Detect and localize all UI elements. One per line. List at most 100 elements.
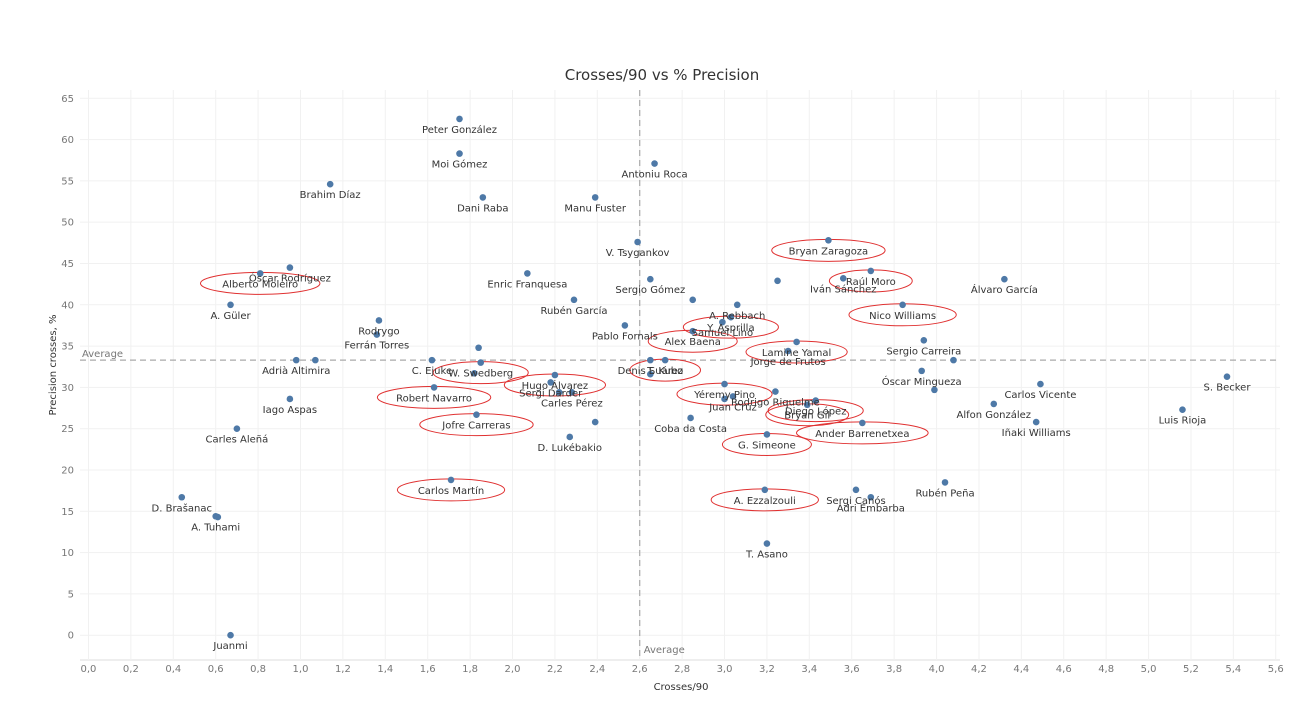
data-point (689, 327, 697, 335)
point-label: Iago Aspas (263, 405, 317, 416)
point-label: Robert Navarro (396, 393, 472, 404)
point-label: A. Güler (210, 311, 251, 322)
data-point (286, 395, 294, 403)
x-tick-label: 1,6 (420, 664, 436, 675)
x-tick-label: 3,6 (844, 664, 860, 675)
data-point (566, 433, 574, 441)
data-point (689, 296, 697, 304)
point-label: D. Brašanac (152, 502, 212, 514)
point-label: Pablo Fornals (592, 331, 658, 342)
point-label: Manu Fuster (564, 203, 626, 214)
data-point (825, 237, 832, 244)
x-tick-label: 4,8 (1098, 664, 1114, 675)
point-label: Alex Baena (665, 337, 721, 348)
y-tick-label: 60 (61, 135, 74, 146)
data-point (1037, 380, 1044, 388)
point-label: G. Simeone (738, 440, 796, 451)
x-tick-label: 0,4 (165, 664, 181, 675)
axis-ticks: 0,0 0,2 0,4 0,6 0,8 1,0 1,2 1,4 1,6 1,8 2,0 2,2 2,4 2… (61, 94, 1283, 675)
point-label: T. Kubo (646, 366, 683, 377)
x-tick-label: 2,2 (547, 664, 563, 675)
point-label: Raúl Moro (846, 276, 896, 288)
data-point (859, 419, 866, 427)
data-point (721, 395, 728, 403)
data-point (447, 476, 455, 484)
data-point (941, 479, 949, 486)
y-tick-label: 40 (61, 300, 74, 311)
data-point (1032, 418, 1040, 426)
data-point (721, 380, 728, 388)
point-label: Rodrygo (358, 326, 399, 337)
point-label: Carlos Martín (418, 485, 484, 497)
data-point (477, 359, 485, 366)
point-label: Jorge de Frutos (750, 357, 826, 368)
point-label: Adrià Altimira (262, 365, 330, 377)
point-label: Moi Gómez (432, 159, 488, 171)
y-tick-label: 45 (61, 259, 74, 270)
data-point (430, 384, 438, 391)
data-point (524, 270, 531, 277)
x-tick-label: 2,4 (589, 664, 605, 675)
point-label: Hugo Álvarez (522, 379, 588, 392)
x-tick-label: 4,6 (1056, 664, 1072, 675)
point-label: Bryan Zaragoza (789, 246, 869, 257)
point-label: Carlos Vicente (1004, 390, 1076, 401)
y-tick-label: 65 (61, 94, 74, 105)
data-point (568, 389, 576, 396)
data-point (471, 370, 478, 377)
point-label: Carles Pérez (541, 397, 603, 409)
avg-y-label: Average (82, 349, 123, 360)
data-point (1001, 275, 1008, 283)
data-point (931, 386, 938, 394)
data-point (326, 180, 334, 188)
point-labels: Peter González Moi Gómez Antoniu Roca Brahi… (152, 124, 1252, 652)
point-label: Alfon González (957, 409, 1032, 421)
point-label: Adri Embarba (837, 503, 905, 514)
y-tick-label: 25 (61, 424, 74, 435)
data-point (214, 513, 222, 521)
point-label: S. Becker (1204, 383, 1252, 394)
y-tick-label: 30 (61, 383, 74, 394)
point-label: Juan Cruz (708, 402, 757, 413)
point-label: Óscar Rodríguez (249, 272, 331, 285)
avg-x-label: Average (644, 645, 685, 656)
data-point (793, 338, 800, 346)
point-label: Nico Williams (869, 311, 936, 322)
data-point (867, 493, 875, 501)
point-label: Iñaki Williams (1002, 428, 1071, 439)
y-tick-label: 55 (61, 176, 74, 187)
data-point (687, 414, 694, 422)
data-point (839, 275, 847, 282)
point-label: Álvaro García (971, 283, 1038, 296)
data-point (475, 344, 482, 352)
y-axis-title: Precision crosses, % (48, 315, 59, 416)
data-point (729, 393, 737, 400)
data-point (591, 418, 599, 426)
data-point (918, 367, 925, 375)
data-point (803, 401, 811, 409)
x-tick-label: 2,6 (632, 664, 648, 675)
data-point (292, 356, 300, 364)
point-label: Coba da Costa (654, 424, 727, 435)
data-point (651, 160, 658, 167)
point-label: Ferrán Torres (344, 340, 409, 352)
point-label: Peter González (422, 124, 497, 136)
data-points (178, 115, 1231, 639)
data-point (920, 337, 928, 344)
point-label: A. Tuhami (191, 522, 240, 533)
point-label: Rubén Peña (915, 487, 974, 499)
data-point (1223, 373, 1231, 380)
x-tick-label: 3,4 (801, 664, 817, 675)
x-tick-label: 0,2 (123, 664, 139, 675)
data-point (647, 370, 654, 378)
point-label: Rodrigo Riquelme (731, 398, 820, 409)
data-point (551, 371, 559, 379)
x-tick-label: 0,0 (81, 664, 97, 675)
x-tick-label: 5,2 (1183, 664, 1199, 675)
y-tick-label: 5 (68, 589, 74, 600)
x-axis-title: Crosses/90 (654, 682, 709, 693)
data-point (761, 486, 769, 494)
point-label: Dani Raba (457, 203, 508, 214)
point-label: D. Lukébakio (537, 442, 602, 454)
